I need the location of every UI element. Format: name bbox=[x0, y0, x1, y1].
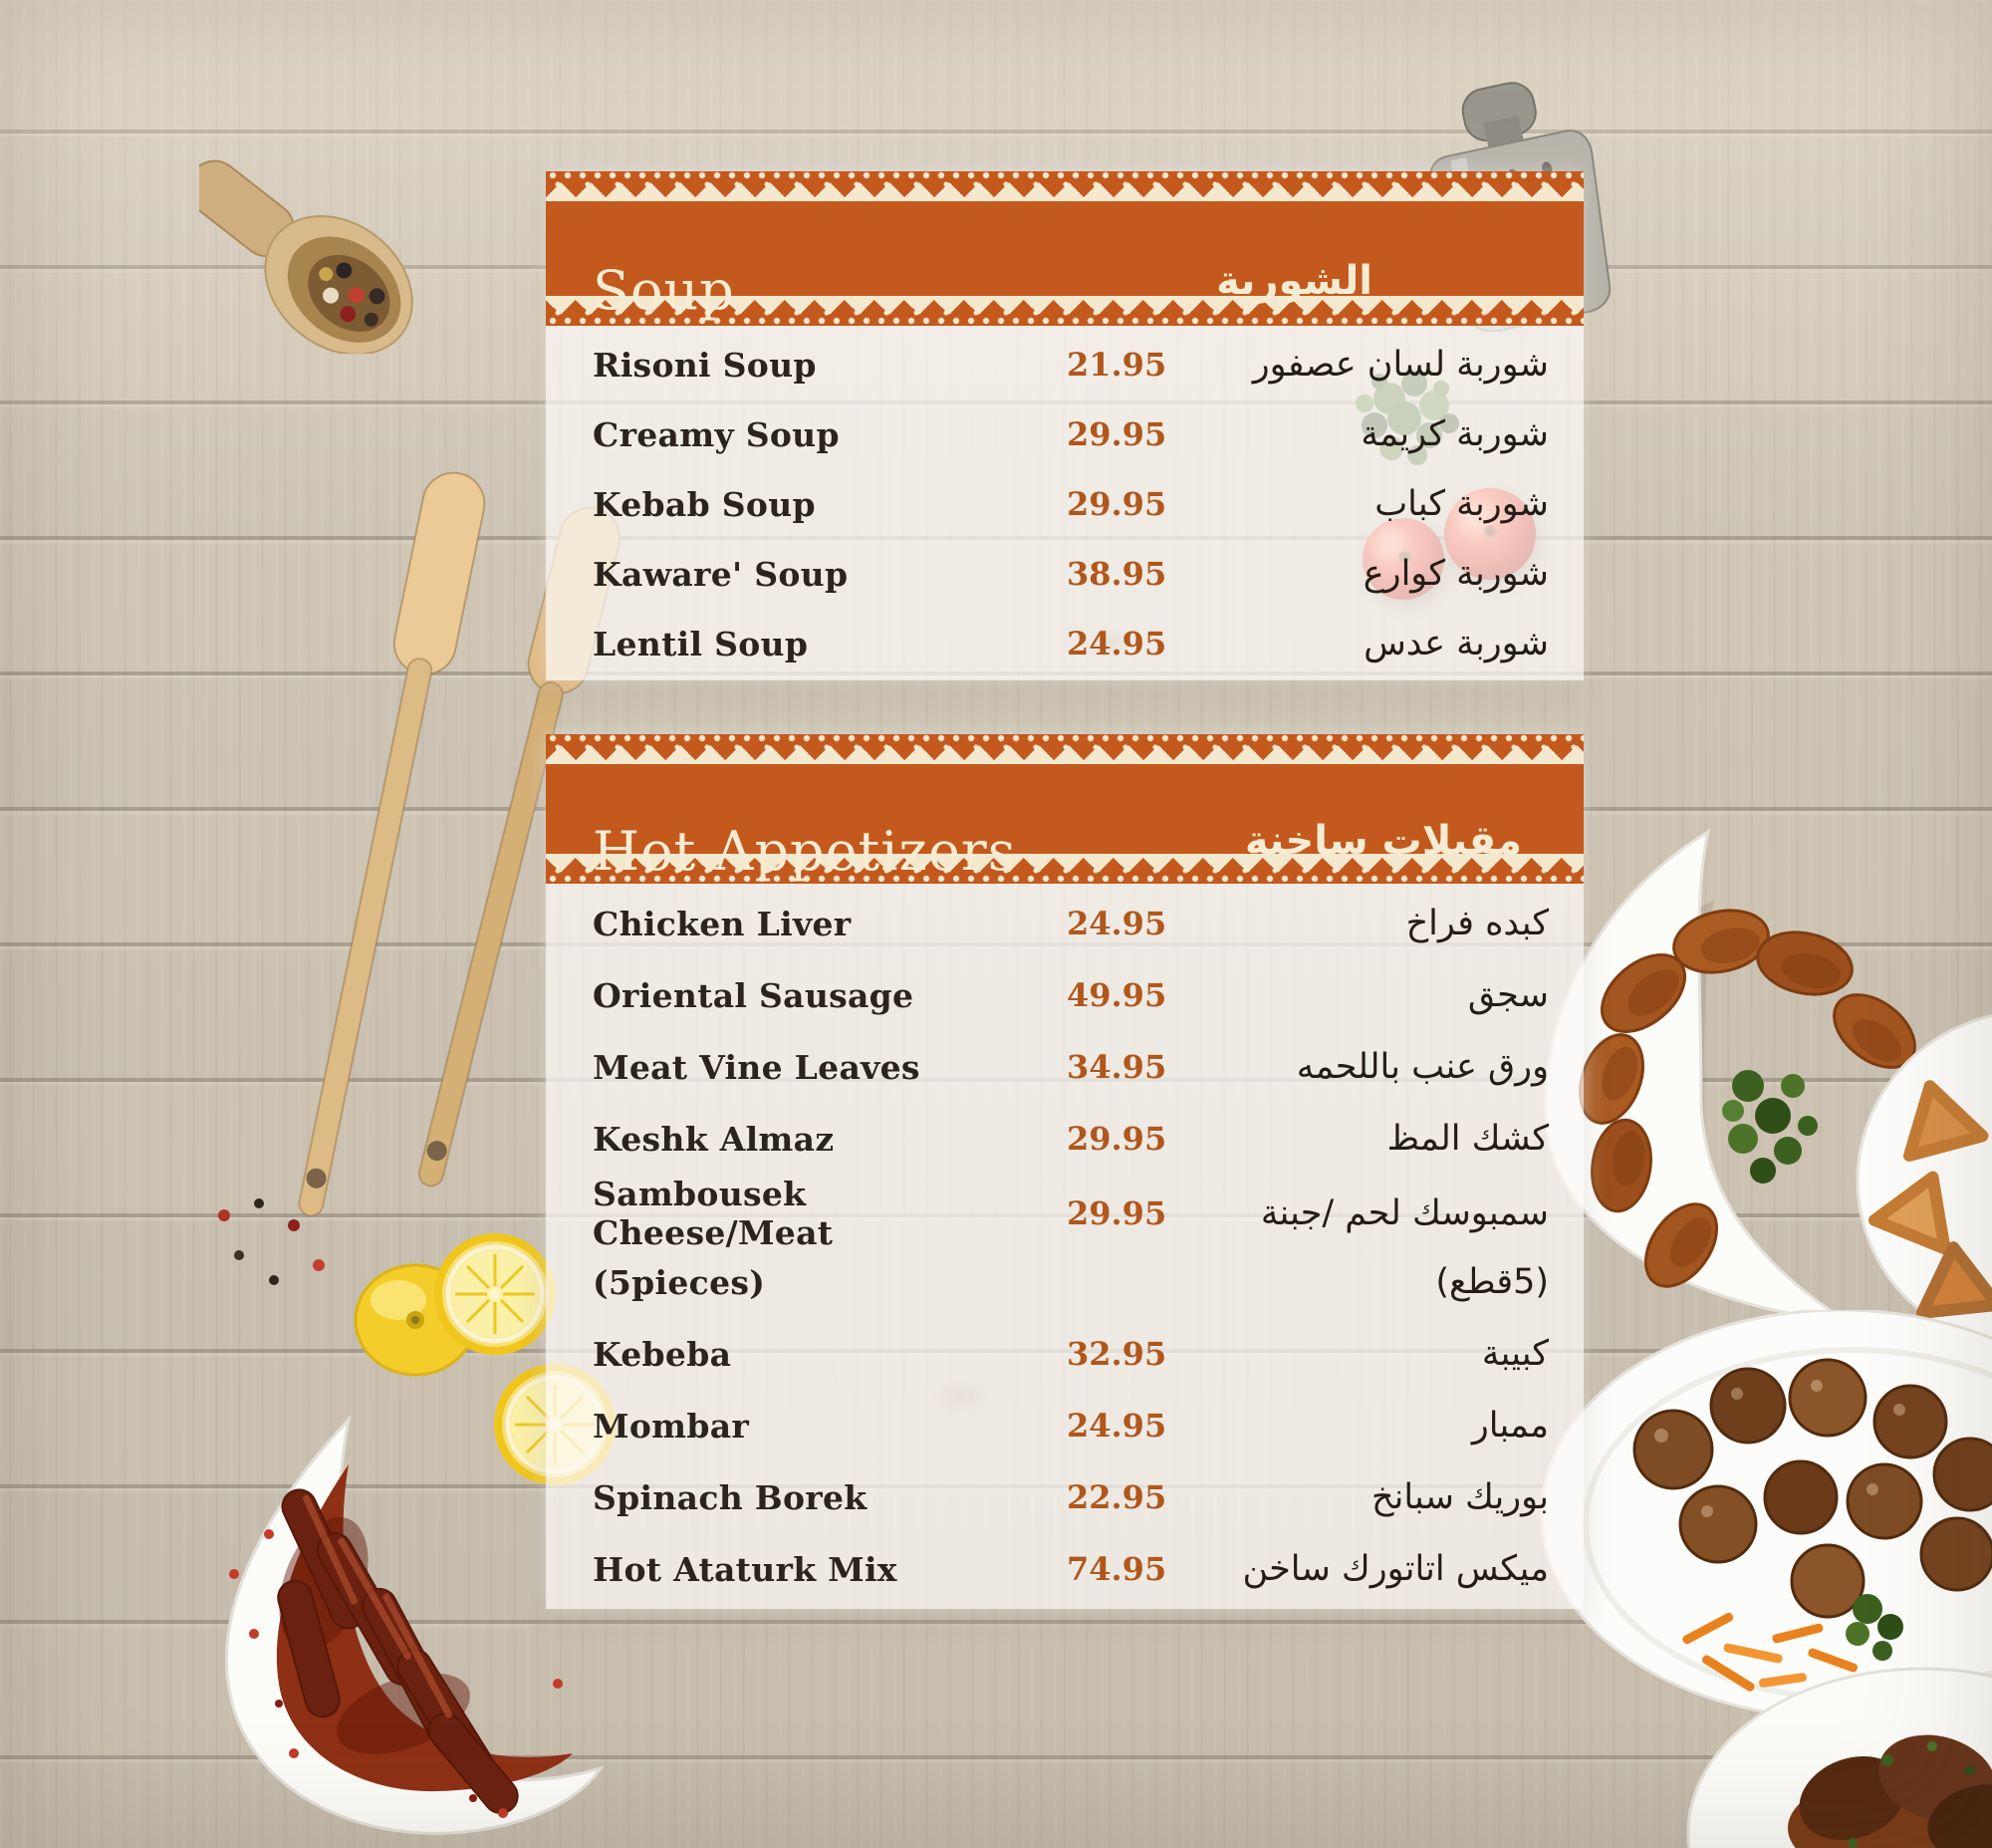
soup-items: Risoni Soup 21.95 شوربة لسان عصفور Cream… bbox=[546, 326, 1584, 678]
item-name-ar: شوربة عدس bbox=[1364, 624, 1549, 663]
item-price: 34.95 bbox=[1067, 1048, 1167, 1086]
item-name-en: Keshk Almaz bbox=[593, 1119, 835, 1159]
lace-border-bottom bbox=[546, 296, 1584, 326]
menu-item-row: Oriental Sausage 49.95 سجق bbox=[546, 959, 1584, 1031]
meatball-plate-photo bbox=[1540, 1310, 1992, 1720]
soup-section-banner: Soup الشوربة bbox=[546, 171, 1584, 326]
samosa-plate-photo bbox=[1856, 1013, 1992, 1348]
item-note-ar: (5قطع) bbox=[1435, 1262, 1549, 1302]
wooden-scoop-with-peppercorns-photo bbox=[199, 159, 413, 354]
item-name-ar: شوربة كريمة bbox=[1361, 414, 1549, 454]
item-name-en: Lentil Soup bbox=[593, 624, 809, 663]
meat-stew-dish-photo bbox=[1686, 1667, 1992, 1848]
item-name-en: Risoni Soup bbox=[593, 345, 817, 385]
item-name-en: Kebeba bbox=[593, 1334, 732, 1374]
item-price: 21.95 bbox=[1067, 346, 1167, 384]
item-price: 24.95 bbox=[1067, 625, 1167, 662]
item-name-ar: كشك المظ bbox=[1386, 1119, 1549, 1159]
item-name-en: Meat Vine Leaves bbox=[593, 1047, 920, 1087]
menu-item-row: Mombar 24.95 ممبار bbox=[546, 1390, 1584, 1461]
item-name-ar: ورق عنب باللحمه bbox=[1296, 1047, 1549, 1087]
item-name-ar: شوربة كوارع bbox=[1363, 554, 1549, 594]
item-name-ar: بوريك سبانخ bbox=[1371, 1477, 1549, 1517]
lace-border-top bbox=[546, 171, 1584, 201]
menu-item-note-row: (5pieces) (5قطع) bbox=[546, 1246, 1584, 1318]
menu-item-row: Keshk Almaz 29.95 كشك المظ bbox=[546, 1103, 1584, 1175]
menu-item-row: Kebab Soup 29.95 شوربة كباب bbox=[546, 469, 1584, 539]
item-price: 38.95 bbox=[1067, 555, 1167, 593]
item-price: 29.95 bbox=[1067, 415, 1167, 453]
lace-border-bottom bbox=[546, 854, 1584, 884]
menu-item-row: Creamy Soup 29.95 شوربة كريمة bbox=[546, 399, 1584, 469]
menu-item-row: Sambousek Cheese/Meat 29.95 سمبوسك لحم /… bbox=[546, 1175, 1584, 1252]
menu-item-row: Lentil Soup 24.95 شوربة عدس bbox=[546, 609, 1584, 678]
item-name-en: Mombar bbox=[593, 1406, 750, 1446]
sausage-dish-photo bbox=[225, 1415, 605, 1835]
item-name-en: Creamy Soup bbox=[593, 414, 840, 454]
menu-item-row: Chicken Liver 24.95 كبده فراخ bbox=[546, 888, 1584, 959]
menu-item-row: Spinach Borek 22.95 بوريك سبانخ bbox=[546, 1461, 1584, 1533]
item-name-en: Oriental Sausage bbox=[593, 975, 914, 1015]
kibbeh-plate-photo bbox=[1544, 828, 1916, 1324]
item-price: 74.95 bbox=[1067, 1550, 1167, 1588]
item-price: 29.95 bbox=[1067, 485, 1167, 523]
item-note-en: (5pieces) bbox=[593, 1262, 766, 1302]
item-name-ar: شوربة لسان عصفور bbox=[1252, 345, 1549, 385]
item-name-ar: سمبوسك لحم /جبنة bbox=[1260, 1193, 1549, 1233]
item-price: 29.95 bbox=[1067, 1194, 1167, 1232]
item-name-en: Sambousek Cheese/Meat bbox=[593, 1175, 834, 1252]
parsley-garnish bbox=[1722, 1070, 1818, 1184]
menu-item-row: Kebeba 32.95 كبيبة bbox=[546, 1318, 1584, 1390]
soup-title-en: Soup bbox=[593, 259, 735, 323]
scattered-peppercorns-photo bbox=[218, 1198, 325, 1285]
item-name-ar: كبده فراخ bbox=[1405, 904, 1549, 943]
item-name-en: Hot Ataturk Mix bbox=[593, 1549, 897, 1589]
menu-item-row: Hot Ataturk Mix 74.95 ميكس اتاتورك ساخن bbox=[546, 1533, 1584, 1605]
hot-appetizers-items: Chicken Liver 24.95 كبده فراخ Oriental S… bbox=[546, 884, 1584, 1605]
item-name-en: Spinach Borek bbox=[593, 1477, 868, 1517]
hot-appetizers-section-panel: Hot Appetizers مقبلات ساخنة Chicken Live… bbox=[546, 734, 1584, 1609]
item-price: 32.95 bbox=[1067, 1335, 1167, 1373]
menu-item-row: Risoni Soup 21.95 شوربة لسان عصفور bbox=[546, 330, 1584, 399]
item-name-en: Kaware' Soup bbox=[593, 554, 849, 594]
hot-appetizers-section-banner: Hot Appetizers مقبلات ساخنة bbox=[546, 734, 1584, 884]
item-name-ar: سجق bbox=[1467, 975, 1549, 1015]
item-price: 29.95 bbox=[1067, 1120, 1167, 1158]
item-price: 22.95 bbox=[1067, 1478, 1167, 1516]
item-name-ar: كبيبة bbox=[1481, 1334, 1549, 1374]
soup-section-panel: Soup الشوربة Risoni Soup 21.95 شوربة لسا… bbox=[546, 171, 1584, 680]
item-price: 49.95 bbox=[1067, 976, 1167, 1014]
item-name-en: Chicken Liver bbox=[593, 904, 852, 943]
item-name-ar: ميكس اتاتورك ساخن bbox=[1242, 1549, 1549, 1589]
hot-appetizers-title-ar: مقبلات ساخنة bbox=[1244, 818, 1522, 865]
soup-title-ar: الشوربة bbox=[1216, 257, 1372, 304]
hot-appetizers-title-en: Hot Appetizers bbox=[593, 819, 1017, 883]
item-price: 24.95 bbox=[1067, 905, 1167, 942]
menu-item-row: Meat Vine Leaves 34.95 ورق عنب باللحمه bbox=[546, 1031, 1584, 1103]
menu-item-row: Kaware' Soup 38.95 شوربة كوارع bbox=[546, 539, 1584, 609]
item-name-ar: شوربة كباب bbox=[1374, 484, 1549, 524]
item-name-en: Kebab Soup bbox=[593, 484, 816, 524]
item-price: 24.95 bbox=[1067, 1407, 1167, 1445]
item-name-ar: ممبار bbox=[1471, 1406, 1549, 1446]
lace-border-top bbox=[546, 734, 1584, 764]
